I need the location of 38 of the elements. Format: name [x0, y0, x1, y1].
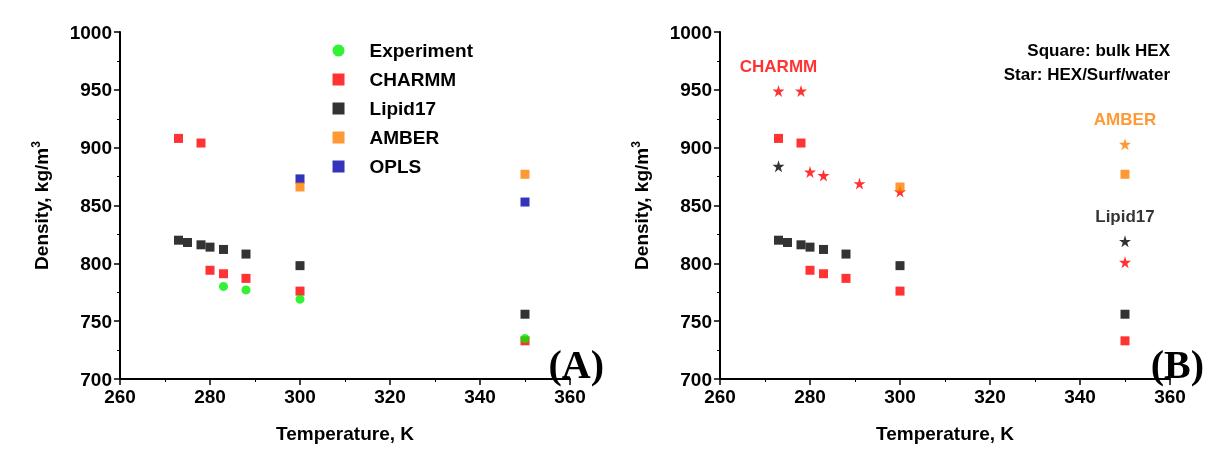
annotation: Square: bulk HEX — [1027, 41, 1171, 60]
x-tick-label: 320 — [974, 386, 1006, 407]
y-axis-title: Density, kg/m3 — [29, 140, 52, 270]
x-tick-label: 360 — [1154, 386, 1186, 407]
y-axis-title: Density, kg/m3 — [629, 140, 652, 270]
series-label: CHARMM — [739, 56, 818, 76]
annotation: (B) — [1150, 341, 1205, 387]
y-tick-label: 950 — [680, 79, 712, 101]
legend-label: OPLS — [369, 156, 422, 177]
y-tick-label: 900 — [680, 137, 712, 159]
legend-label: Experiment — [369, 40, 474, 61]
x-tick-label: 300 — [884, 386, 916, 407]
legend-label: Lipid17 — [369, 98, 437, 119]
y-tick-label: 950 — [80, 79, 112, 101]
x-tick-label: 360 — [554, 386, 586, 407]
annotation: Star: HEX/Surf/water — [1003, 65, 1171, 84]
annotation: (A) — [548, 341, 604, 387]
x-tick-label: 300 — [284, 386, 316, 407]
y-tick-label: 800 — [680, 252, 712, 274]
y-tick-label: 1000 — [69, 21, 112, 43]
x-tick-label: 280 — [794, 386, 826, 407]
y-tick-label: 800 — [80, 252, 112, 274]
y-tick-label: 1000 — [669, 21, 712, 43]
x-tick-label: 340 — [464, 386, 496, 407]
y-tick-label: 850 — [680, 195, 712, 216]
x-tick-label: 320 — [374, 386, 406, 407]
series-label: AMBER — [1093, 110, 1157, 130]
y-tick-label: 750 — [80, 310, 112, 332]
legend-label: CHARMM — [369, 69, 457, 90]
x-axis-title: Temperature, K — [276, 423, 415, 444]
x-axis-title: Temperature, K — [876, 423, 1015, 444]
y-tick-label: 850 — [80, 195, 112, 216]
legend-label: AMBER — [369, 127, 440, 148]
series-label: Lipid17 — [1095, 207, 1155, 227]
y-tick-label: 750 — [680, 310, 712, 332]
y-tick-label: 900 — [80, 137, 112, 159]
x-tick-label: 280 — [194, 386, 226, 407]
x-tick-label: 340 — [1064, 386, 1096, 407]
